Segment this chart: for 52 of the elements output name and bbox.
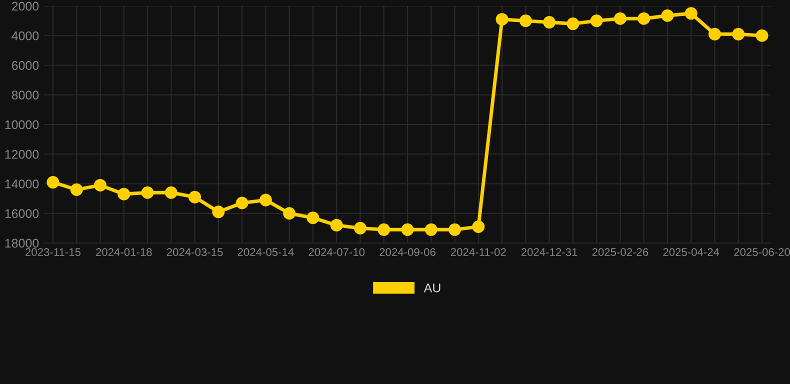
point xyxy=(543,16,556,29)
x-tick-label: 2024-11-02 xyxy=(450,248,506,256)
point xyxy=(590,14,603,28)
point xyxy=(684,7,698,20)
point xyxy=(732,28,745,40)
point xyxy=(566,18,580,30)
point xyxy=(354,222,366,234)
x-tick-label: 2025-04-24 xyxy=(663,248,720,256)
point xyxy=(424,223,438,236)
y-tick-label: 8000 xyxy=(12,90,39,100)
point xyxy=(283,207,296,220)
x-tick-label: 2024-07-10 xyxy=(308,248,365,256)
y-tick-label: 14000 xyxy=(5,180,39,188)
y-tick-label: 16000 xyxy=(5,209,39,218)
point xyxy=(496,13,508,26)
x-tick-label: 2024-03-15 xyxy=(166,248,223,256)
x-tick-label: 2023-11-15 xyxy=(26,248,81,256)
y-tick-label: 6000 xyxy=(12,61,39,70)
point xyxy=(259,194,272,206)
point xyxy=(472,220,485,233)
point xyxy=(519,14,532,28)
point xyxy=(614,12,626,25)
point xyxy=(164,186,178,199)
point xyxy=(378,223,390,236)
point xyxy=(70,183,83,196)
y-tick-label: 4000 xyxy=(12,31,39,40)
x-tick-label: 2024-09-06 xyxy=(380,248,436,256)
x-tick-label: 2024-12-31 xyxy=(521,248,578,256)
point xyxy=(448,223,462,236)
x-tick-label: 2024-01-18 xyxy=(96,248,152,256)
x-tick-label: 2024-05-14 xyxy=(238,248,294,256)
y-tick-label: 10000 xyxy=(5,120,39,130)
point xyxy=(46,176,60,189)
point xyxy=(708,28,721,40)
y-tick-label: 18000 xyxy=(5,238,39,248)
point xyxy=(638,12,650,25)
point xyxy=(94,178,106,192)
point xyxy=(330,218,343,232)
point xyxy=(756,29,768,42)
point xyxy=(236,196,248,210)
y-tick-label: 2000 xyxy=(12,2,39,11)
point xyxy=(141,186,154,199)
x-tick-label: 2025-02-26 xyxy=(592,248,648,256)
y-tick-label: 12000 xyxy=(5,150,39,159)
point xyxy=(401,223,414,236)
point xyxy=(118,188,130,200)
point xyxy=(306,212,320,224)
point xyxy=(661,9,674,22)
legend-label: AU xyxy=(424,284,440,292)
point xyxy=(188,190,202,204)
x-tick-label: 2025-06-20 xyxy=(734,248,790,256)
point xyxy=(212,206,225,218)
